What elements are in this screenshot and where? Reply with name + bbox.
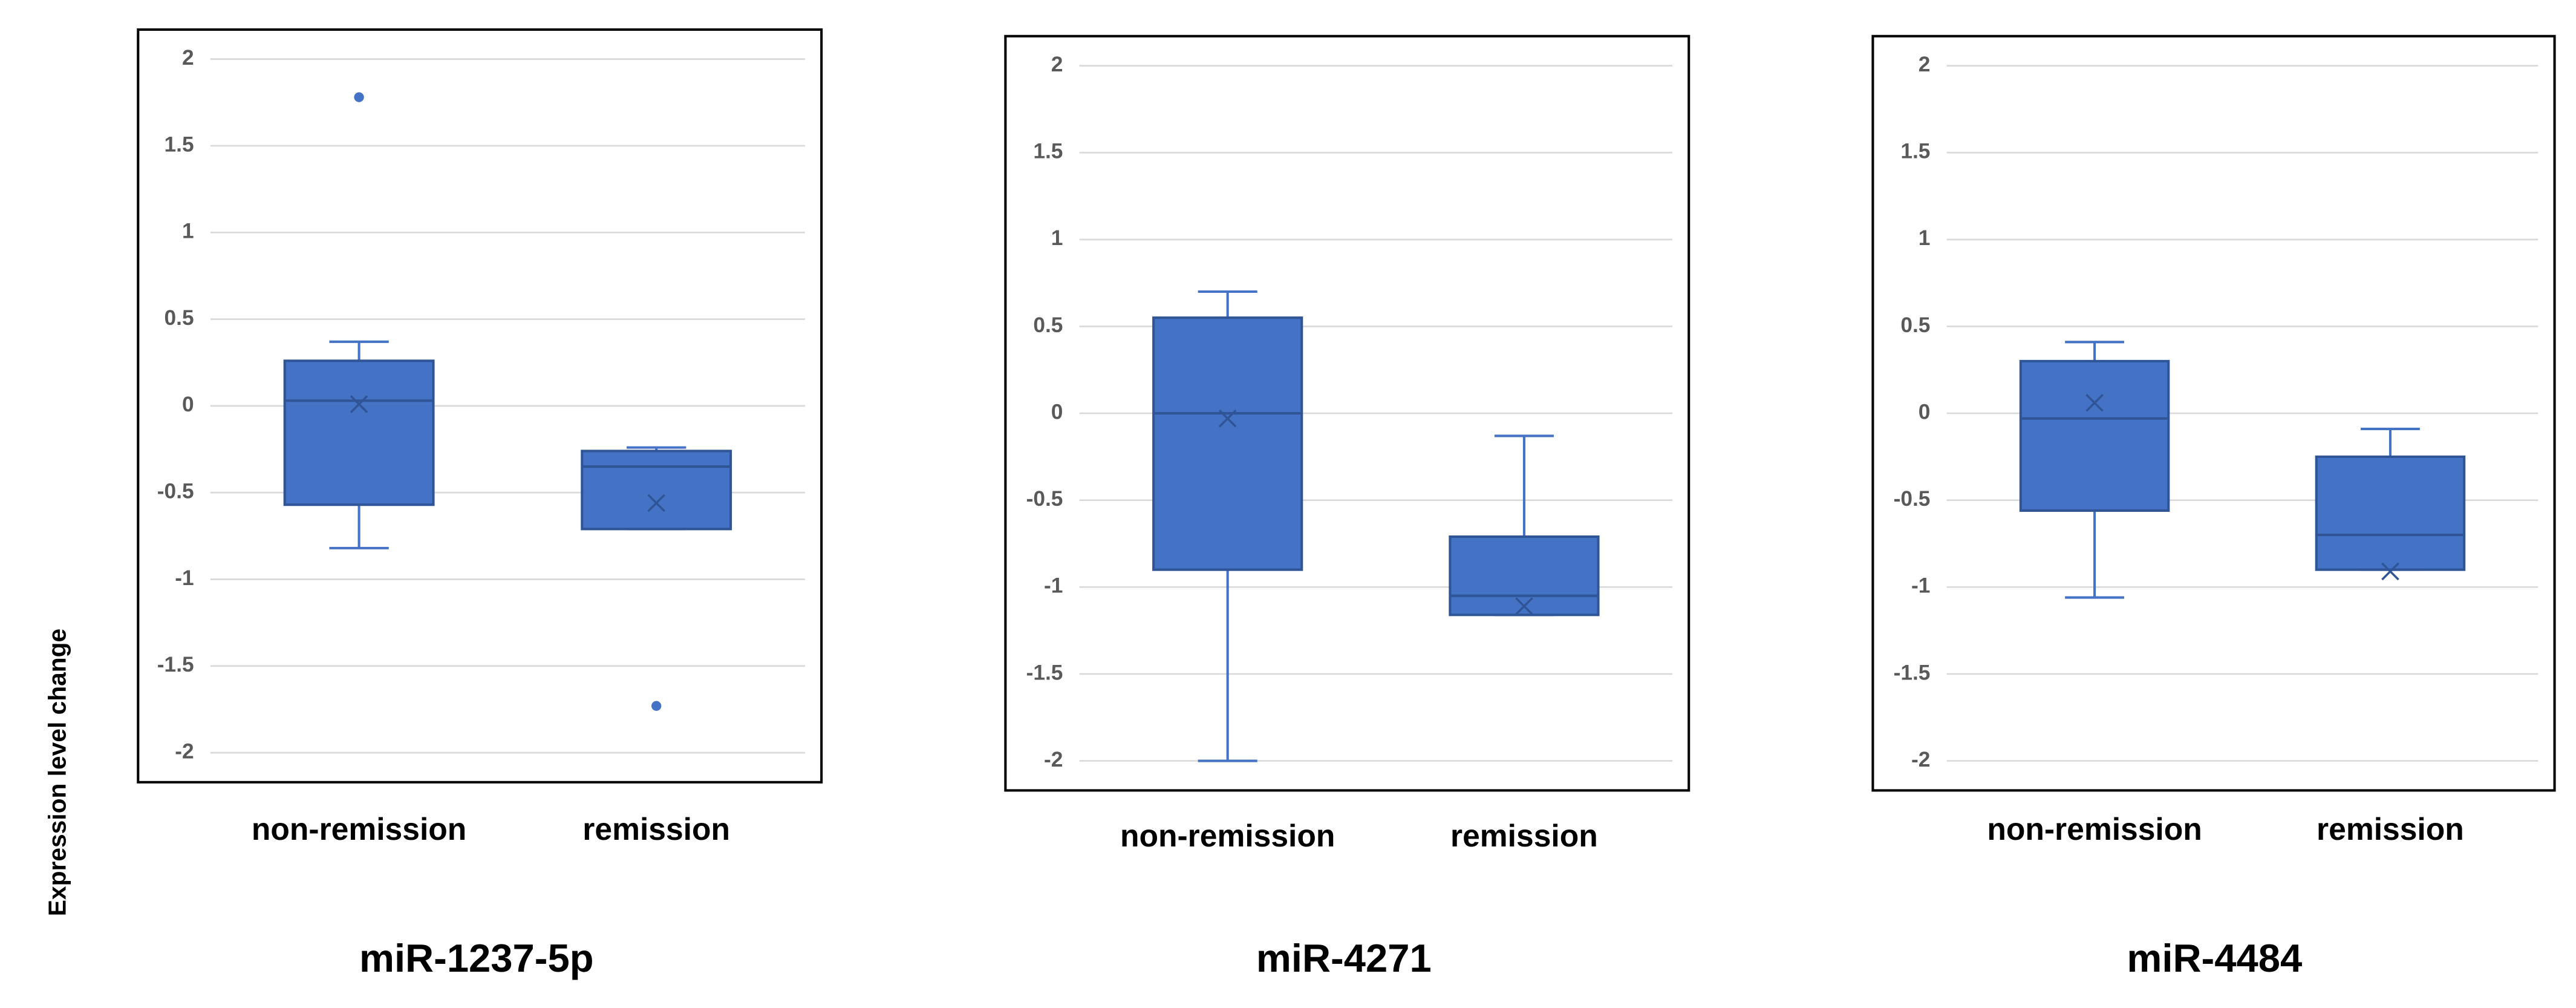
mean-marker (2085, 394, 2104, 412)
y-tick-label: -2 (175, 739, 194, 763)
box (1449, 535, 1600, 617)
outlier (651, 701, 662, 711)
y-tick-label: 1.5 (1900, 140, 1930, 163)
y-tick-label: 2 (1051, 53, 1063, 76)
y-tick-label: 1 (1919, 226, 1931, 250)
x-tick-label: non-remission (1987, 811, 2202, 846)
y-tick-label: -1.5 (157, 653, 194, 676)
chart-title: miR-4271 (1256, 936, 1432, 980)
x-tick-label: remission (2317, 811, 2464, 846)
x-tick-label: remission (582, 811, 730, 846)
box (581, 450, 732, 531)
x-tick-label: non-remission (1120, 818, 1335, 853)
mean-marker (2381, 562, 2399, 581)
y-tick-label: 1 (182, 220, 194, 243)
y-tick-label: 2 (182, 46, 194, 70)
box (283, 359, 435, 506)
chart-title: miR-1237-5p (359, 936, 594, 980)
y-tick-label: -2 (1911, 748, 1930, 771)
y-tick-label: 0 (1051, 400, 1063, 424)
y-tick-label: -1 (1044, 574, 1063, 598)
y-tick-label: -2 (1044, 748, 1063, 771)
box (1152, 316, 1303, 571)
y-tick-label: 1.5 (1033, 140, 1063, 163)
box (2019, 359, 2170, 512)
y-tick-label: 0 (1919, 400, 1931, 424)
y-tick-label: -0.5 (1026, 487, 1063, 511)
x-tick-label: remission (1450, 818, 1598, 853)
mean-marker (1515, 597, 1533, 615)
plot-frame (1871, 34, 2556, 792)
y-tick-label: -0.5 (157, 479, 194, 503)
y-tick-label: 0.5 (1033, 313, 1063, 337)
mean-marker (1218, 409, 1237, 428)
outlier (354, 92, 364, 102)
y-tick-label: -1.5 (1894, 661, 1931, 684)
chart-title: miR-4484 (2127, 936, 2302, 980)
y-tick-label: -1.5 (1026, 661, 1063, 684)
y-tick-label: 0 (182, 393, 194, 416)
y-axis-label: Expression level change (44, 629, 71, 916)
mean-marker (647, 494, 666, 512)
plot-frame (137, 28, 823, 784)
y-tick-label: 0.5 (1900, 313, 1930, 337)
plot-frame (1004, 34, 1691, 792)
y-tick-label: 1 (1051, 226, 1063, 250)
box (2315, 455, 2466, 571)
y-tick-label: -1 (175, 566, 194, 590)
x-tick-label: non-remission (252, 811, 466, 846)
y-tick-label: 2 (1919, 53, 1931, 76)
y-tick-label: -0.5 (1894, 487, 1931, 511)
y-tick-label: 0.5 (165, 306, 194, 330)
mean-marker (350, 395, 368, 413)
y-tick-label: 1.5 (165, 133, 194, 156)
y-tick-label: -1 (1911, 574, 1930, 598)
